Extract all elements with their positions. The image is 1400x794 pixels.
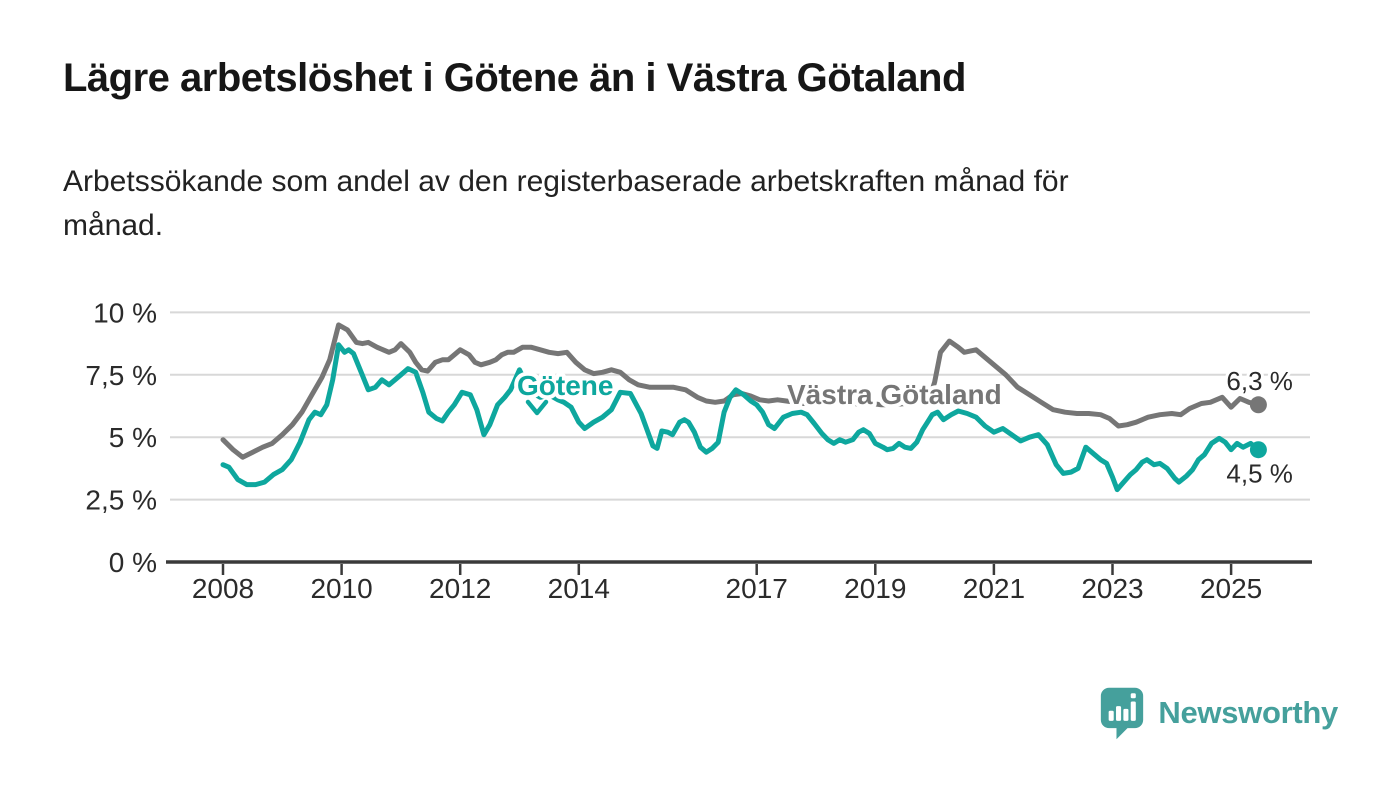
y-axis-label-2.5: 2,5 % bbox=[85, 485, 157, 516]
y-axis-label-10: 10 % bbox=[93, 297, 157, 328]
x-axis-label-2023: 2023 bbox=[1081, 573, 1143, 604]
y-axis-label-5: 5 % bbox=[109, 422, 157, 453]
line-chart-canvas: 0 % 2,5 % 5 % 7,5 % 10 % 2008 2010 2012 2014 2017… bbox=[85, 297, 1312, 604]
series-line-vastra-gotaland bbox=[220, 322, 1261, 460]
y-axis-label-7.5: 7,5 % bbox=[85, 360, 157, 391]
gotene-pointer-chevron-icon bbox=[525, 399, 549, 416]
x-axis-label-2012: 2012 bbox=[429, 573, 491, 604]
page-title: Lägre arbetslöshet i Götene än i Västra … bbox=[63, 56, 966, 100]
logo-bar-1 bbox=[1109, 710, 1115, 721]
x-axis-label-2008: 2008 bbox=[192, 573, 254, 604]
line-chart: 0 % 2,5 % 5 % 7,5 % 10 % 2008 2010 2012 2014 2017… bbox=[0, 275, 1400, 620]
logo-exclamation-dot bbox=[1131, 693, 1137, 699]
y-axis-label-0: 0 % bbox=[109, 547, 157, 578]
series-end-dot-gotene bbox=[1249, 441, 1267, 459]
logo-bar-3 bbox=[1123, 708, 1129, 721]
logo-exclamation-bar bbox=[1131, 701, 1137, 721]
branding: Newsworthy bbox=[1099, 684, 1338, 742]
series-label-vastra-gotaland: Västra Götaland bbox=[787, 379, 1002, 410]
series-end-dot-vastra-gotaland bbox=[1249, 396, 1267, 414]
x-axis-label-2021: 2021 bbox=[963, 573, 1025, 604]
subtitle-line-2: månad. bbox=[63, 209, 164, 242]
x-axis-label-2019: 2019 bbox=[844, 573, 906, 604]
end-value-label-vastra-gotaland: 6,3 % bbox=[1226, 366, 1293, 396]
newsworthy-logo-text: Newsworthy bbox=[1158, 695, 1338, 730]
end-value-label-gotene: 4,5 % bbox=[1226, 459, 1293, 489]
x-axis-label-2017: 2017 bbox=[726, 573, 788, 604]
x-axis-label-2025: 2025 bbox=[1200, 573, 1262, 604]
series-line-gotene bbox=[220, 342, 1261, 493]
page-subtitle: Arbetssökande som andel av den registerb… bbox=[63, 160, 1069, 248]
subtitle-line-1: Arbetssökande som andel av den registerb… bbox=[63, 165, 1069, 198]
newsworthy-logo-icon bbox=[1101, 687, 1144, 740]
x-axis-label-2014: 2014 bbox=[548, 573, 610, 604]
logo-bar-2 bbox=[1116, 706, 1122, 721]
series-label-gotene: Götene bbox=[517, 370, 613, 401]
x-axis-label-2010: 2010 bbox=[310, 573, 372, 604]
